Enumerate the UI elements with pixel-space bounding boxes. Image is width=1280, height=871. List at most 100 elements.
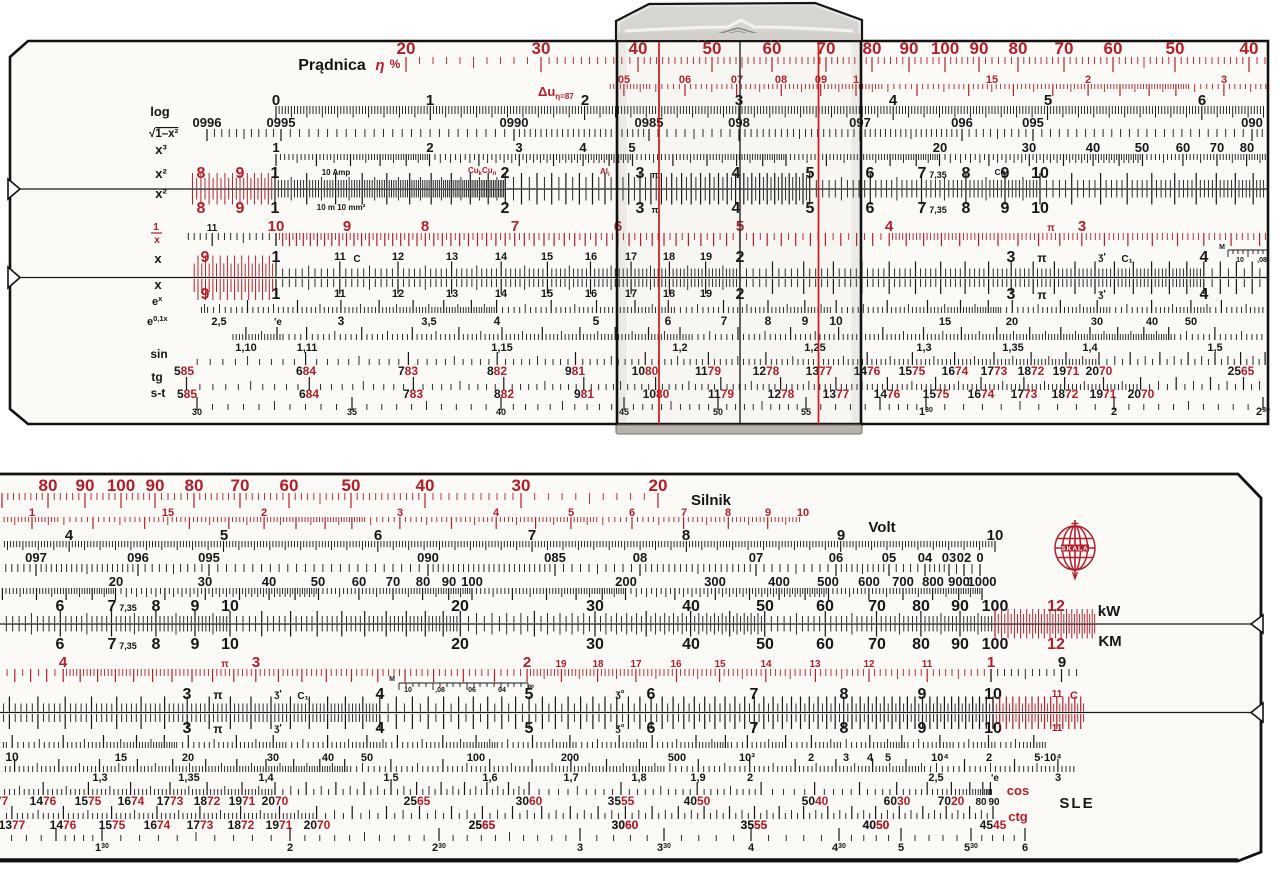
svg-text:C₁: C₁ — [1121, 254, 1132, 265]
svg-text:3: 3 — [338, 314, 345, 328]
svg-text:18: 18 — [592, 659, 604, 670]
svg-text:16: 16 — [585, 251, 597, 263]
svg-text:η: η — [375, 57, 384, 74]
svg-text:095: 095 — [198, 550, 220, 565]
svg-text:4: 4 — [748, 842, 755, 854]
svg-text:9: 9 — [1058, 654, 1066, 671]
svg-text:3555: 3555 — [741, 818, 768, 832]
svg-text:1674: 1674 — [144, 818, 171, 832]
svg-text:1: 1 — [987, 654, 995, 671]
svg-text:300: 300 — [704, 574, 726, 589]
svg-text:3060: 3060 — [516, 794, 543, 808]
svg-text:C: C — [353, 254, 360, 265]
svg-text:1377: 1377 — [0, 794, 9, 808]
svg-text:1179: 1179 — [695, 364, 721, 378]
svg-text:15: 15 — [162, 507, 174, 519]
svg-text:30: 30 — [512, 476, 531, 495]
svg-text:05: 05 — [882, 550, 896, 565]
svg-text:1575: 1575 — [75, 794, 102, 808]
svg-text:cos: cos — [1007, 783, 1029, 798]
svg-text:10³: 10³ — [739, 752, 755, 764]
svg-text:2: 2 — [1111, 406, 1117, 418]
svg-text:1278: 1278 — [768, 387, 795, 401]
svg-text:3: 3 — [1221, 74, 1227, 86]
svg-text:70: 70 — [386, 574, 400, 589]
svg-text:8: 8 — [725, 507, 731, 519]
svg-text:1872: 1872 — [1052, 387, 1079, 401]
svg-text:1773: 1773 — [1011, 387, 1038, 401]
svg-text:50: 50 — [1166, 39, 1185, 58]
svg-text:sin: sin — [150, 347, 167, 361]
svg-text:1,3: 1,3 — [916, 342, 931, 354]
svg-text:6: 6 — [56, 598, 65, 615]
svg-text:20: 20 — [1006, 316, 1018, 328]
svg-text:1: 1 — [426, 92, 434, 109]
svg-text:1,2: 1,2 — [672, 342, 687, 354]
svg-text:1674: 1674 — [968, 387, 995, 401]
svg-text:7: 7 — [721, 314, 728, 328]
svg-text:3: 3 — [397, 507, 403, 519]
svg-text:2: 2 — [581, 92, 589, 109]
svg-text:30: 30 — [1091, 316, 1103, 328]
svg-text:1000: 1000 — [968, 574, 997, 589]
svg-text:1: 1 — [272, 286, 281, 303]
svg-text:π: π — [652, 205, 659, 215]
svg-text:CukCun: CukCun — [468, 166, 497, 177]
svg-text:6: 6 — [56, 636, 65, 653]
svg-text:60: 60 — [280, 476, 299, 495]
svg-text:ʒ°: ʒ° — [615, 689, 624, 700]
svg-text:90: 90 — [146, 476, 165, 495]
svg-text:50: 50 — [1185, 316, 1197, 328]
svg-text:800: 800 — [922, 574, 944, 589]
svg-text:200: 200 — [561, 752, 579, 764]
svg-text:2: 2 — [747, 772, 753, 784]
svg-text:11: 11 — [922, 659, 933, 670]
svg-text:1,5: 1,5 — [1207, 342, 1222, 354]
svg-text:1971: 1971 — [1053, 364, 1080, 378]
svg-text:7,35: 7,35 — [929, 205, 947, 215]
svg-text:3: 3 — [636, 200, 645, 217]
svg-text:x²: x² — [155, 186, 167, 201]
svg-text:6: 6 — [665, 314, 672, 328]
svg-text:7: 7 — [528, 527, 536, 544]
svg-text:ʒ°: ʒ° — [615, 723, 624, 734]
svg-text:3060: 3060 — [612, 818, 639, 832]
svg-text:1: 1 — [29, 507, 35, 519]
svg-text:8: 8 — [765, 314, 772, 328]
svg-text:45: 45 — [619, 407, 629, 417]
svg-text:4545: 4545 — [980, 818, 1007, 832]
svg-text:70: 70 — [1055, 39, 1074, 58]
svg-text:1476: 1476 — [874, 387, 901, 401]
svg-text:1,9: 1,9 — [690, 772, 705, 784]
svg-text:4: 4 — [59, 654, 68, 671]
svg-text:80: 80 — [912, 598, 930, 615]
svg-text:17: 17 — [625, 251, 637, 263]
svg-text:90: 90 — [76, 476, 95, 495]
svg-text:6: 6 — [1022, 842, 1028, 854]
svg-text:20: 20 — [397, 39, 416, 58]
svg-text:40: 40 — [496, 407, 506, 417]
svg-text:5: 5 — [628, 140, 635, 155]
svg-text:14: 14 — [760, 659, 772, 670]
svg-text:,08: ,08 — [1257, 257, 1267, 264]
svg-text:1674: 1674 — [942, 364, 969, 378]
svg-text:70: 70 — [231, 476, 250, 495]
svg-text:07: 07 — [749, 550, 763, 565]
svg-text:0996: 0996 — [193, 115, 222, 130]
svg-text:90: 90 — [951, 636, 969, 653]
svg-text:14: 14 — [495, 251, 508, 263]
svg-text:20: 20 — [451, 598, 469, 615]
svg-text:100: 100 — [982, 636, 1009, 653]
svg-text:783: 783 — [403, 387, 423, 401]
svg-text:,08: ,08 — [435, 687, 445, 694]
svg-text:40: 40 — [262, 574, 276, 589]
svg-text:5: 5 — [525, 686, 534, 703]
svg-text:15: 15 — [115, 752, 127, 764]
svg-text:80: 80 — [863, 39, 882, 58]
svg-text:783: 783 — [398, 364, 418, 378]
svg-text:19: 19 — [555, 659, 567, 670]
svg-text:2,5: 2,5 — [211, 316, 226, 328]
svg-text:1971: 1971 — [1090, 387, 1117, 401]
svg-text:1773: 1773 — [187, 818, 214, 832]
svg-text:Silnik: Silnik — [691, 492, 732, 509]
